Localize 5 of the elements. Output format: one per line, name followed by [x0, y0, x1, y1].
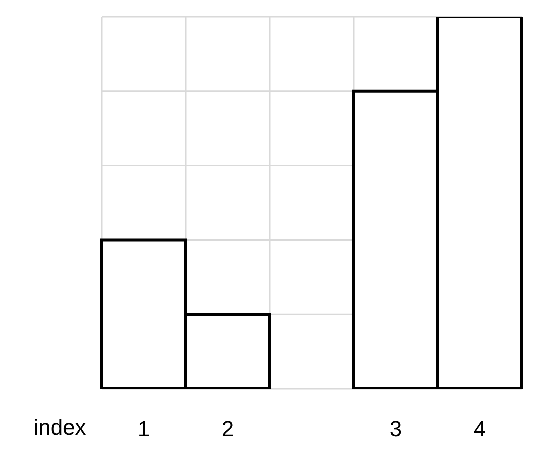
x-tick-label: 1 — [138, 416, 150, 442]
x-tick-label: 3 — [390, 416, 402, 442]
x-axis-title: index — [34, 414, 86, 440]
x-tick-label: 4 — [474, 416, 486, 442]
x-tick-label: 2 — [222, 416, 234, 442]
